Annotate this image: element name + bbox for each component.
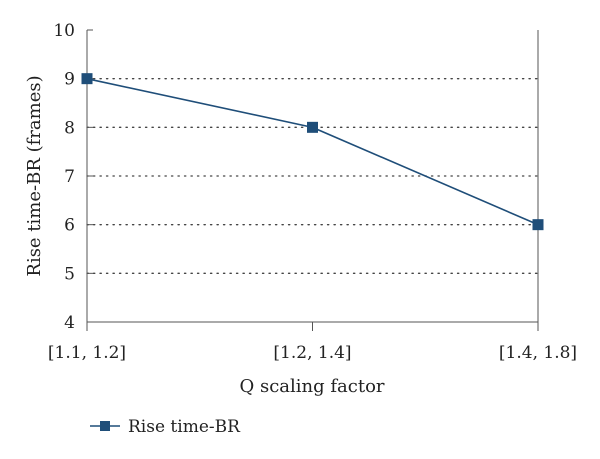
- y-tick-label: 9: [64, 70, 75, 90]
- x-tick-label: [1.2, 1.4]: [273, 343, 351, 363]
- y-tick-label: 6: [64, 216, 75, 236]
- legend-label: Rise time-BR: [128, 417, 241, 437]
- y-axis-ticks: 4 5 6 7 8 9 10: [53, 21, 93, 333]
- grid-lines: [86, 78, 539, 274]
- y-tick-label: 4: [64, 313, 75, 333]
- data-point-marker: [307, 121, 318, 133]
- x-axis-ticks: [1.1, 1.2] [1.2, 1.4] [1.4, 1.8]: [48, 322, 577, 363]
- legend: Rise time-BR: [90, 417, 241, 437]
- y-tick-label: 5: [64, 264, 75, 284]
- legend-marker: [100, 421, 110, 431]
- y-tick-label: 10: [53, 21, 75, 41]
- x-tick-label: [1.4, 1.8]: [499, 343, 577, 363]
- data-point-marker: [532, 219, 544, 231]
- data-point-marker: [81, 73, 93, 85]
- x-tick-label: [1.1, 1.2]: [48, 343, 126, 363]
- x-axis-label: Q scaling factor: [239, 376, 384, 397]
- y-tick-label: 8: [64, 118, 75, 138]
- y-axis-label: Rise time-BR (frames): [24, 75, 45, 276]
- series-layer: [81, 73, 544, 231]
- y-tick-label: 7: [64, 167, 75, 187]
- series-line: [86, 77, 539, 226]
